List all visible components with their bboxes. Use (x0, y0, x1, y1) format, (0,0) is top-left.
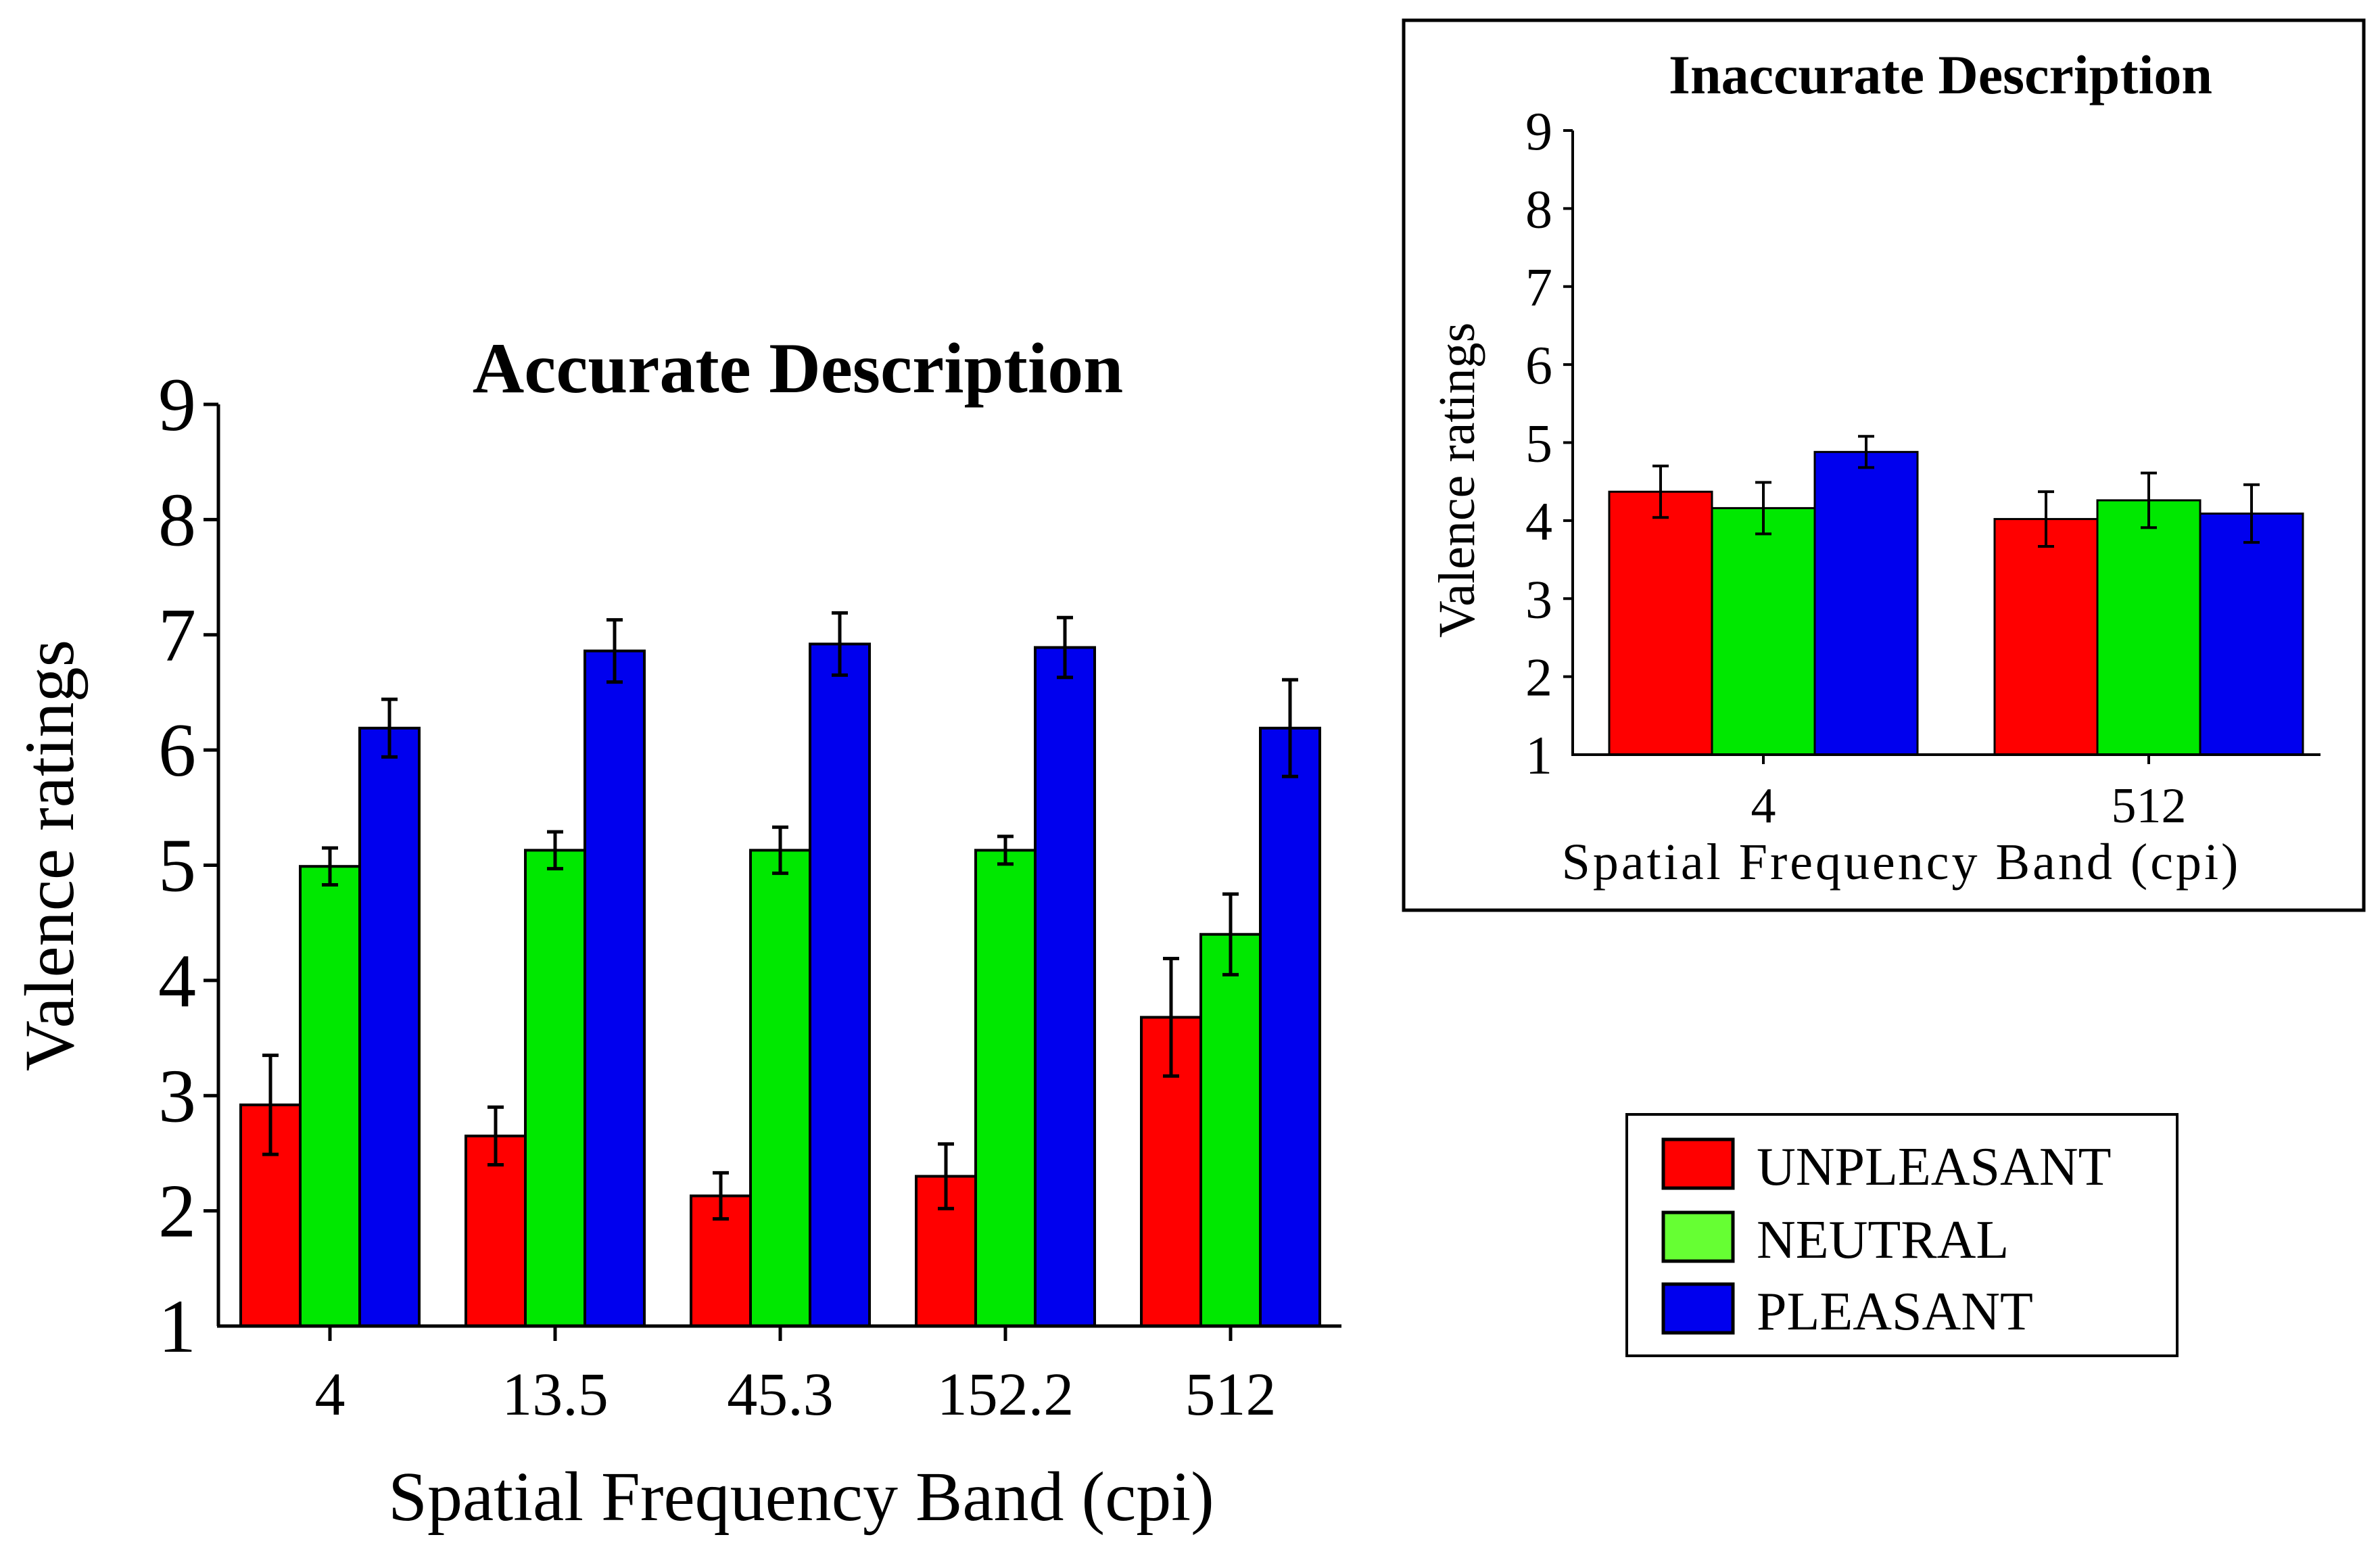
inset-y-tick-label: 4 (1525, 492, 1552, 552)
main-error-bar (487, 1105, 504, 1166)
main-error-bar (713, 1171, 729, 1221)
inset-error-bar (2141, 471, 2157, 529)
legend-swatch-unpleasant (1661, 1137, 1735, 1190)
inaccurate-description-chart: Inaccurate Description Valence ratings S… (1402, 18, 2366, 912)
inset-bar-pleasant (2199, 512, 2304, 756)
main-bar-neutral (1199, 933, 1262, 1327)
inset-error-bar (2243, 483, 2260, 544)
main-error-bar (1163, 957, 1179, 1078)
legend: UNPLEASANT NEUTRAL PLEASANT (1625, 1113, 2179, 1357)
main-error-bar (997, 834, 1014, 866)
main-y-tick-label: 5 (158, 824, 196, 908)
inset-bar-neutral (2096, 499, 2202, 756)
legend-label-unpleasant: UNPLEASANT (1757, 1137, 2111, 1197)
main-y-axis-label: Valence ratings (11, 640, 89, 1071)
main-error-bar (1282, 678, 1298, 778)
inset-y-tick-labels: 1 2 3 4 5 6 7 8 9 (1525, 102, 1573, 786)
inset-x-tick-labels: 4 512 (1751, 755, 2187, 834)
main-y-tick-label: 8 (158, 478, 196, 562)
inset-x-axis-label: Spatial Frequency Band (cpi) (1562, 834, 2241, 891)
legend-swatch-pleasant (1661, 1282, 1735, 1335)
main-y-tick-label: 6 (158, 709, 196, 793)
main-error-bar (381, 697, 398, 759)
inset-y-tick-label: 7 (1525, 258, 1552, 318)
main-bars (239, 611, 1321, 1328)
main-error-bar (772, 825, 788, 875)
main-bar-pleasant (358, 726, 421, 1328)
inset-error-bar (1858, 435, 1874, 469)
inset-bar-pleasant (1813, 450, 1919, 756)
main-x-axis-label: Spatial Frequency Band (cpi) (388, 1458, 1214, 1536)
inset-x-tick-label: 4 (1751, 778, 1776, 834)
inset-error-bar (2038, 490, 2054, 548)
inset-x-tick-label: 512 (2112, 778, 2187, 834)
inset-error-bar (1755, 481, 1771, 536)
legend-swatch-neutral (1661, 1210, 1735, 1263)
main-y-tick-label: 2 (158, 1170, 196, 1254)
main-y-tick-label: 9 (158, 363, 196, 447)
main-error-bar (1222, 892, 1239, 976)
main-bar-pleasant (584, 649, 646, 1327)
inset-y-tick-label: 3 (1525, 570, 1552, 630)
inset-error-bar (1652, 465, 1669, 519)
main-bar-pleasant (1259, 726, 1321, 1328)
main-error-bar (322, 846, 338, 887)
inset-y-tick-label: 9 (1525, 102, 1552, 162)
main-y-tick-label: 4 (158, 939, 196, 1023)
legend-label-neutral: NEUTRAL (1757, 1210, 2009, 1270)
main-x-tick-label: 4 (315, 1361, 346, 1428)
legend-label-pleasant: PLEASANT (1757, 1282, 2033, 1342)
main-bar-neutral (749, 849, 811, 1327)
main-x-tick-label: 45.3 (727, 1361, 834, 1428)
main-error-bar (938, 1142, 954, 1210)
main-error-bar (606, 618, 623, 684)
main-error-bar (832, 611, 848, 677)
accurate-description-chart: Accurate Description Valence ratings Spa… (11, 329, 1341, 1536)
inset-bars (1608, 435, 2304, 756)
main-x-tick-label: 13.5 (502, 1361, 609, 1428)
inset-y-axis-label: Valence ratings (1429, 323, 1485, 638)
inset-y-tick-label: 2 (1525, 648, 1552, 708)
main-error-bar (1057, 615, 1073, 680)
main-error-bar (547, 830, 563, 871)
main-y-tick-label: 1 (158, 1285, 196, 1369)
main-bar-neutral (524, 849, 586, 1327)
inset-bar-unpleasant (1993, 518, 2099, 756)
inset-y-tick-label: 6 (1525, 336, 1552, 396)
main-x-tick-label: 152.2 (937, 1361, 1074, 1428)
main-error-bar (262, 1054, 279, 1156)
main-x-tick-label: 512 (1185, 1361, 1277, 1428)
main-bar-pleasant (1034, 646, 1096, 1327)
main-bar-pleasant (809, 642, 871, 1327)
main-bar-neutral (299, 865, 361, 1327)
main-y-tick-label: 3 (158, 1054, 196, 1138)
inset-bar-neutral (1711, 506, 1816, 756)
main-y-tick-labels: 1 2 3 4 5 6 7 8 9 (158, 363, 218, 1369)
inset-y-tick-label: 1 (1525, 726, 1552, 786)
main-chart-title: Accurate Description (473, 329, 1124, 408)
inset-y-tick-label: 5 (1525, 415, 1552, 474)
inset-bar-unpleasant (1608, 490, 1713, 756)
main-x-tick-labels: 4 13.5 45.3 152.2 512 (315, 1326, 1277, 1428)
main-bar-neutral (974, 849, 1037, 1327)
inset-y-tick-label: 8 (1525, 180, 1552, 239)
inset-chart-title: Inaccurate Description (1669, 44, 2212, 105)
main-y-tick-label: 7 (158, 594, 196, 678)
